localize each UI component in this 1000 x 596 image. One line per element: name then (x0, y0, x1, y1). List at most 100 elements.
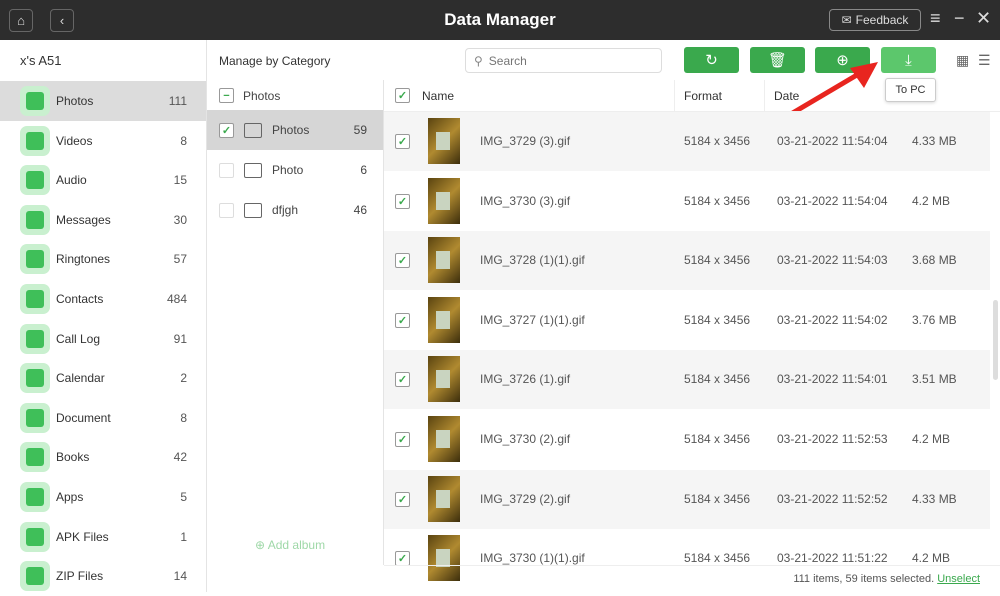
back-button[interactable]: ‹ (50, 9, 74, 32)
column-name[interactable]: Name (422, 89, 455, 103)
file-date: 03-21-2022 11:54:04 (777, 134, 888, 148)
album-header: − Photos (207, 80, 383, 112)
close-icon[interactable]: ✕ (976, 8, 992, 28)
table-row[interactable]: ✓ IMG_3726 (1).gif 5184 x 3456 03-21-2022 1… (384, 350, 990, 410)
menu-icon[interactable]: ≡ (930, 8, 941, 28)
delete-button[interactable]: 🗑︎ (750, 47, 805, 73)
sidebar-item-books[interactable]: Books 42 (0, 437, 206, 477)
home-icon: ⌂ (17, 13, 25, 28)
mail-icon: ✉ (841, 13, 852, 27)
unselect-link[interactable]: Unselect (937, 573, 980, 585)
select-all-albums-checkbox[interactable]: − (219, 88, 234, 103)
minimize-icon[interactable]: − (954, 8, 965, 28)
album-header-label: Photos (243, 88, 281, 103)
photo-thumbnail (428, 237, 460, 284)
grid-view-icon[interactable]: ▦ (956, 52, 970, 68)
trash-icon: 🗑︎ (767, 52, 788, 69)
sidebar-item-audio[interactable]: Audio 15 (0, 160, 206, 200)
add-album-label: Add album (267, 538, 326, 552)
to-pc-button[interactable]: ⤓ (881, 47, 936, 73)
sidebar-item-label: APK Files (56, 529, 109, 544)
album-checkbox[interactable]: ✓ (219, 122, 234, 138)
album-item[interactable]: dfjgh 46 (207, 190, 383, 230)
sidebar-item-count: 15 (173, 173, 187, 188)
row-checkbox[interactable]: ✓ (395, 551, 410, 567)
sidebar-item-ringtones[interactable]: Ringtones 57 (0, 239, 206, 279)
file-name: IMG_3730 (3).gif (480, 193, 571, 208)
row-checkbox[interactable]: ✓ (395, 491, 410, 507)
table-row[interactable]: ✓ IMG_3727 (1)(1).gif 5184 x 3456 03-21-202… (384, 291, 990, 350)
select-all-checkbox[interactable]: ✓ (395, 88, 410, 103)
sidebar-item-photos[interactable]: Photos 111 (0, 81, 206, 121)
file-date: 03-21-2022 11:54:03 (777, 253, 888, 268)
file-date: 03-21-2022 11:54:02 (777, 312, 888, 327)
contacts-icon (20, 284, 50, 314)
sidebar-item-label: Ringtones (56, 252, 111, 267)
table-row[interactable]: ✓ IMG_3730 (2).gif 5184 x 3456 03-21-2022 1… (384, 410, 990, 469)
file-size: 4.2 MB (912, 432, 951, 446)
videos-icon (20, 125, 50, 156)
search-icon: ⚲ (474, 53, 483, 68)
row-checkbox[interactable]: ✓ (395, 312, 410, 328)
sidebar-item-apk-files[interactable]: APK Files 1 (0, 517, 206, 557)
album-panel: − Photos ✓ Photos 59 Photo 6 dfjgh 46 ⊕ Add alb… (207, 80, 384, 565)
scrollbar[interactable] (993, 300, 998, 380)
sidebar-item-contacts[interactable]: Contacts 484 (0, 279, 206, 319)
list-view-icon[interactable]: ☰ (978, 52, 991, 68)
add-album-button[interactable]: ⊕ Add album (255, 538, 325, 552)
table-row[interactable]: ✓ IMG_3730 (1)(1).gif 5184 x 3456 03-21-202… (384, 529, 990, 588)
table-row[interactable]: ✓ IMG_3728 (1)(1).gif 5184 x 3456 03-21-202… (384, 231, 990, 291)
sidebar-item-label: Document (56, 410, 111, 425)
table-row[interactable]: ✓ IMG_3729 (3).gif 5184 x 3456 03-21-2022 1… (384, 112, 990, 171)
row-checkbox[interactable]: ✓ (395, 432, 410, 447)
column-date[interactable]: Date (774, 89, 800, 103)
sidebar-item-zip-files[interactable]: ZIP Files 14 (0, 556, 206, 596)
app-title: Data Manager (444, 10, 556, 29)
sidebar-item-label: Photos (56, 94, 94, 108)
row-checkbox[interactable]: ✓ (395, 253, 410, 269)
row-checkbox[interactable]: ✓ (395, 372, 410, 388)
album-item[interactable]: Photo 6 (207, 150, 383, 190)
feedback-label: Feedback (855, 13, 909, 27)
file-size: 3.76 MB (912, 312, 957, 327)
file-name: IMG_3728 (1)(1).gif (480, 253, 585, 268)
download-icon: ⤓ (905, 51, 912, 69)
column-format[interactable]: Format (684, 89, 723, 103)
sidebar-item-messages[interactable]: Messages 30 (0, 200, 206, 240)
search-box[interactable]: ⚲ (465, 48, 662, 73)
file-name: IMG_3727 (1)(1).gif (480, 312, 585, 327)
sidebar-item-call-log[interactable]: Call Log 91 (0, 319, 206, 359)
row-checkbox[interactable]: ✓ (395, 134, 410, 149)
sidebar-item-count: 111 (168, 94, 187, 108)
call-log-icon (20, 323, 50, 354)
album-label: Photos (272, 123, 310, 137)
sidebar-item-calendar[interactable]: Calendar 2 (0, 358, 206, 398)
to-pc-tooltip: To PC (885, 78, 936, 102)
status-bar: 111 items, 59 items selected. Unselect (384, 565, 1000, 592)
file-format: 5184 x 3456 (684, 432, 751, 446)
file-name: IMG_3730 (1)(1).gif (480, 551, 585, 566)
album-checkbox[interactable] (219, 162, 234, 178)
sidebar-item-videos[interactable]: Videos 8 (0, 121, 206, 161)
table-row[interactable]: ✓ IMG_3729 (2).gif 5184 x 3456 03-21-2022 1… (384, 469, 990, 529)
home-button[interactable]: ⌂ (9, 9, 33, 32)
file-name: IMG_3730 (2).gif (480, 432, 571, 446)
file-date: 03-21-2022 11:54:01 (777, 372, 888, 387)
document-icon (20, 402, 50, 433)
refresh-button[interactable]: ↻ (684, 47, 739, 73)
sidebar-item-document[interactable]: Document 8 (0, 398, 206, 438)
album-item[interactable]: ✓ Photos 59 (207, 110, 383, 150)
file-date: 03-21-2022 11:54:04 (777, 193, 888, 208)
sidebar-item-label: Books (56, 450, 90, 465)
album-checkbox[interactable] (219, 202, 234, 218)
sidebar-item-apps[interactable]: Apps 5 (0, 477, 206, 517)
selection-status: 111 items, 59 items selected. (793, 573, 935, 585)
search-input[interactable] (488, 53, 649, 68)
row-checkbox[interactable]: ✓ (395, 193, 410, 209)
sidebar-item-label: Calendar (56, 371, 105, 386)
device-name: x's A51 (20, 53, 62, 68)
feedback-button[interactable]: ✉ Feedback (829, 9, 921, 31)
table-row[interactable]: ✓ IMG_3730 (3).gif 5184 x 3456 03-21-2022 1… (384, 172, 990, 231)
file-format: 5184 x 3456 (684, 193, 751, 208)
image-icon (244, 162, 262, 178)
